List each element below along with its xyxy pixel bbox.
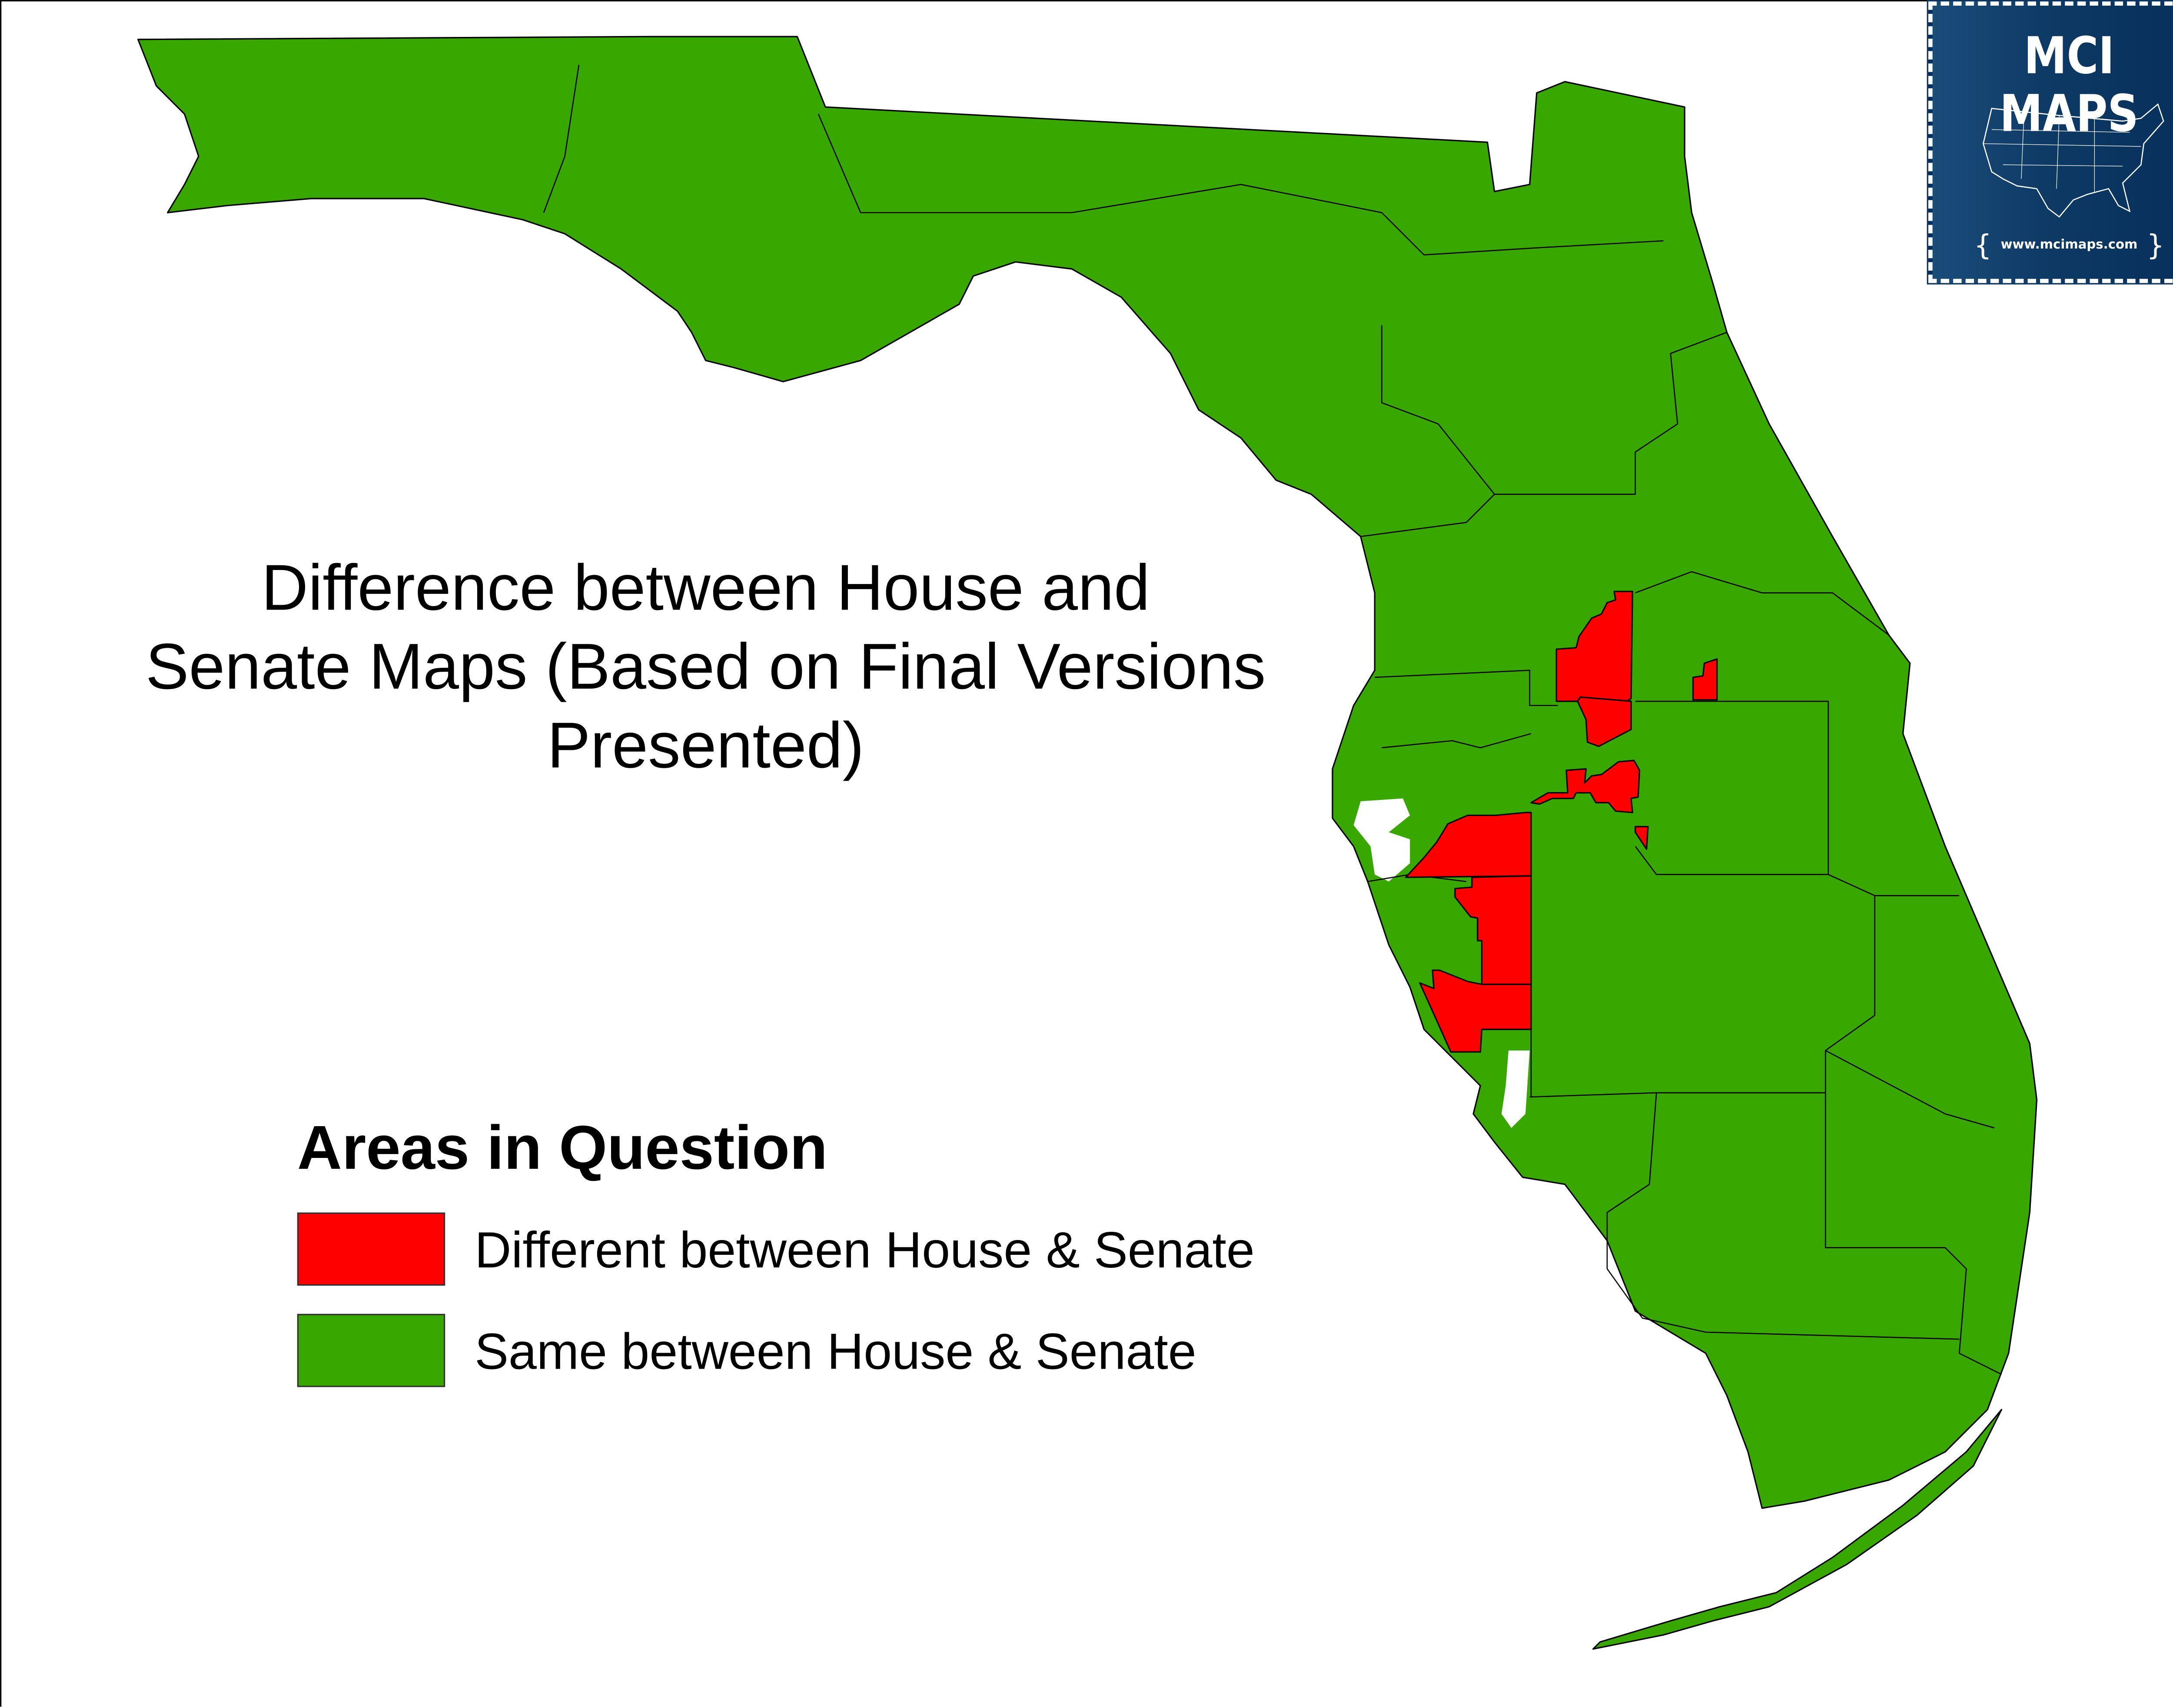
district-different bbox=[1454, 875, 1532, 987]
district-borders bbox=[1381, 325, 1727, 495]
legend-label-same: Same between House & Senate bbox=[475, 1322, 1196, 1380]
district-borders bbox=[1382, 733, 1532, 749]
district-borders bbox=[1825, 1050, 1995, 1129]
district-borders bbox=[1360, 494, 1495, 537]
map-title: Difference between House and Senate Maps… bbox=[58, 548, 1354, 784]
district-different bbox=[1530, 759, 1641, 813]
district-borders bbox=[543, 64, 580, 213]
district-different bbox=[1635, 826, 1649, 850]
district-different bbox=[1692, 658, 1718, 701]
usa-map-icon bbox=[1982, 103, 2164, 218]
district-borders bbox=[1825, 895, 2002, 1375]
logo-url: www.mcimaps.com bbox=[1933, 228, 2173, 262]
map-title-line: Difference between House and bbox=[261, 551, 1150, 624]
map-title-line: Presented) bbox=[547, 708, 864, 782]
district-different bbox=[1555, 590, 1633, 702]
district-borders bbox=[1375, 670, 1558, 706]
legend-swatch-same bbox=[297, 1313, 445, 1387]
mci-maps-logo: MCI MAPS www.mcimaps.com bbox=[1927, 0, 2173, 285]
district-different bbox=[1419, 969, 1532, 1053]
district-borders bbox=[817, 114, 1664, 255]
legend-label-different: Different between House & Senate bbox=[475, 1220, 1255, 1279]
legend-swatch-different bbox=[297, 1212, 445, 1286]
logo-brand: MCI MAPS bbox=[2000, 28, 2139, 144]
legend-title: Areas in Question bbox=[297, 1114, 828, 1183]
district-different bbox=[1405, 812, 1532, 878]
tampa-bay-water bbox=[1353, 798, 1410, 882]
district-borders bbox=[1635, 571, 1889, 636]
florida-keys bbox=[1592, 1409, 2003, 1650]
map-title-line: Senate Maps (Based on Final Versions bbox=[146, 629, 1266, 703]
florida-districts-same bbox=[137, 36, 2038, 1509]
district-different bbox=[1577, 696, 1632, 747]
charlotte-harbor-water bbox=[1501, 1050, 1530, 1128]
district-borders bbox=[1606, 1092, 1960, 1340]
